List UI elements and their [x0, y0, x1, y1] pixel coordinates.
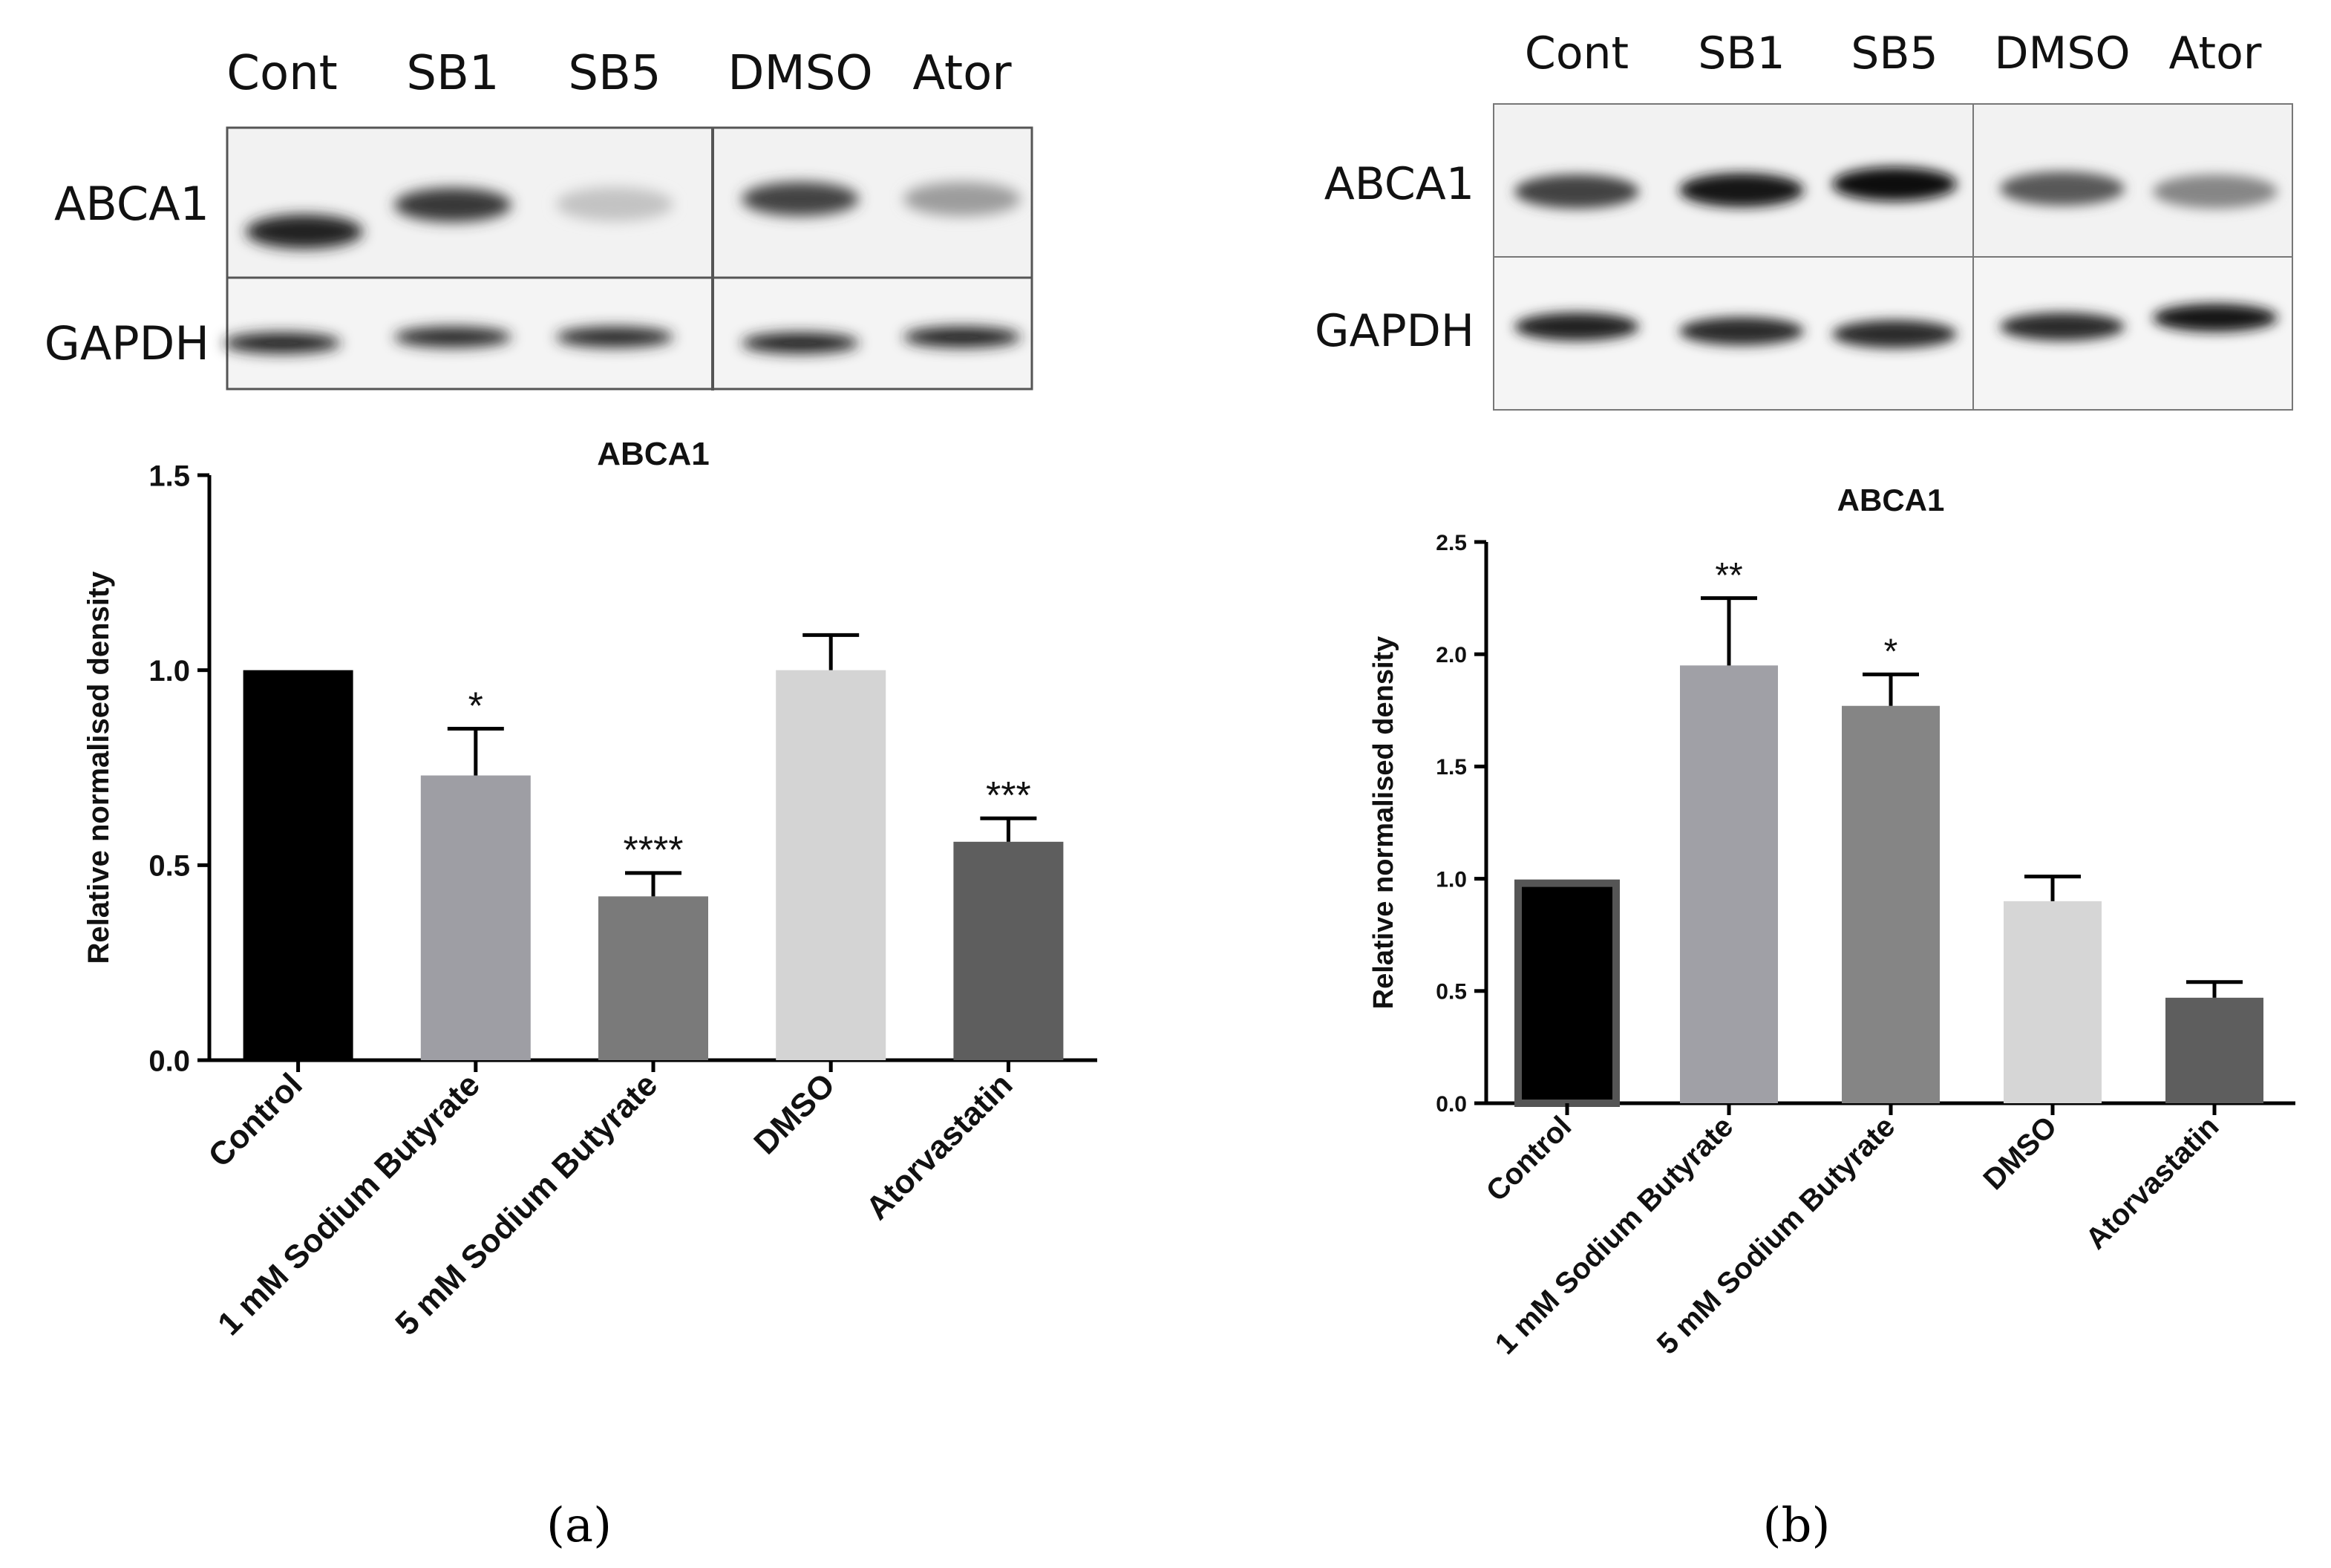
bar-control-a	[243, 670, 353, 1060]
y-tick-label-b: 2.0	[1436, 643, 1467, 667]
category-label-atorvastatin-b: Atorvastatin	[2079, 1110, 2225, 1255]
lane-label-dmso-b: DMSO	[1994, 27, 2130, 79]
band-abca1-sb1-b	[1679, 173, 1804, 207]
significance-5-mm-sodium-butyrate-b: *	[1884, 633, 1898, 672]
chart-title-b: ABCA1	[1837, 483, 1945, 517]
bar-atorvastatin-b	[2165, 997, 2263, 1103]
y-tick-label-b: 1.5	[1436, 755, 1467, 780]
band-gapdh-cont-b	[1514, 313, 1639, 341]
lane-label-dmso-a: DMSO	[728, 46, 873, 101]
panel-b: Cont SB1 SB5 DMSO Ator ABCA1 GAPDH ABCA1 Relat…	[1315, 27, 2295, 1553]
band-abca1-sb5-a	[556, 187, 673, 221]
band-gapdh-sb5-b	[1832, 320, 1957, 348]
lane-label-sb5-b: SB5	[1851, 27, 1938, 79]
panel-label-a: (a)	[546, 1498, 612, 1553]
lane-label-cont-b: Cont	[1525, 27, 1629, 79]
band-gapdh-ator-a	[903, 327, 1021, 347]
y-tick-label-a: 1.0	[148, 655, 190, 687]
band-gapdh-sb1-b	[1679, 317, 1804, 345]
lane-label-sb1-b: SB1	[1698, 27, 1785, 79]
bar-chart-b: ABCA1 Relative normalised density 0.0 0.5 1.…	[1368, 483, 2295, 1361]
y-axis-label-b: Relative normalised density	[1368, 636, 1399, 1010]
band-gapdh-sb5-a	[556, 327, 673, 347]
category-label-dmso-b: DMSO	[1977, 1110, 2063, 1196]
bar-5-mm-sodium-butyrate-b	[1842, 705, 1940, 1103]
band-abca1-ator-b	[2153, 174, 2278, 209]
band-gapdh-sb1-a	[394, 327, 511, 347]
bar-control-b	[1514, 879, 1620, 1107]
y-tick-label-a: 0.5	[148, 850, 190, 883]
bar-1-mm-sodium-butyrate-b	[1680, 665, 1778, 1103]
y-tick-label-b: 0.5	[1436, 980, 1467, 1004]
lane-label-ator-b: Ator	[2169, 27, 2262, 79]
y-tick-label-b: 1.0	[1436, 867, 1467, 892]
category-label-atorvastatin-a: Atorvastatin	[859, 1066, 1019, 1226]
band-abca1-dmso-a	[742, 182, 859, 216]
band-gapdh-dmso-a	[742, 333, 859, 353]
category-label-control-b: Control	[1480, 1110, 1578, 1208]
row-label-gapdh-a: GAPDH	[45, 316, 209, 370]
band-abca1-dmso-b	[2000, 172, 2125, 206]
band-abca1-ator-a	[903, 182, 1021, 216]
lane-label-cont-a: Cont	[226, 46, 338, 101]
panel-a: Cont SB1 SB5 DMSO Ator ABCA1 GAPDH ABCA1 Relat…	[45, 46, 1097, 1553]
band-gapdh-ator-b	[2153, 304, 2278, 332]
y-tick-label-a: 0.0	[148, 1045, 190, 1077]
significance-1-mm-sodium-butyrate-a: *	[468, 685, 483, 728]
y-tick-label-a: 1.5	[148, 460, 190, 492]
band-abca1-cont-b	[1514, 174, 1639, 209]
bar-dmso-a	[776, 670, 886, 1060]
significance-1-mm-sodium-butyrate-b: **	[1715, 556, 1742, 595]
row-label-abca1-a: ABCA1	[54, 177, 209, 231]
western-blot-a: Cont SB1 SB5 DMSO Ator ABCA1 GAPDH	[45, 46, 1033, 391]
bar-1-mm-sodium-butyrate-a	[420, 775, 531, 1060]
lane-label-sb1-a: SB1	[406, 46, 499, 101]
band-gapdh-cont-a	[223, 333, 341, 353]
band-abca1-cont-a	[246, 215, 363, 249]
band-abca1-sb1-a	[394, 188, 511, 222]
lane-label-ator-a: Ator	[912, 46, 1012, 101]
significance-atorvastatin-a: ***	[986, 774, 1031, 817]
band-abca1-sb5-b	[1832, 167, 1957, 201]
significance-5-mm-sodium-butyrate-a: ****	[624, 829, 684, 872]
y-tick-label-b: 2.5	[1436, 531, 1467, 555]
row-label-gapdh-b: GAPDH	[1315, 305, 1474, 357]
lane-label-sb5-a: SB5	[568, 46, 661, 101]
y-axis-label-a: Relative normalised density	[82, 571, 115, 964]
category-label-control-a: Control	[201, 1066, 309, 1174]
bar-atorvastatin-a	[953, 841, 1064, 1060]
row-label-abca1-b: ABCA1	[1324, 158, 1474, 210]
bar-chart-a: ABCA1 Relative normalised density 0.0 0.5 1.…	[82, 436, 1097, 1342]
bar-5-mm-sodium-butyrate-a	[598, 896, 708, 1060]
bar-dmso-b	[2004, 901, 2102, 1103]
panel-label-b: (b)	[1763, 1498, 1831, 1553]
y-tick-label-b: 0.0	[1436, 1092, 1467, 1117]
category-label-dmso-a: DMSO	[747, 1066, 842, 1161]
chart-title-a: ABCA1	[597, 436, 710, 472]
band-gapdh-dmso-b	[2000, 313, 2125, 341]
western-blot-b: Cont SB1 SB5 DMSO Ator ABCA1 GAPDH	[1315, 27, 2293, 411]
